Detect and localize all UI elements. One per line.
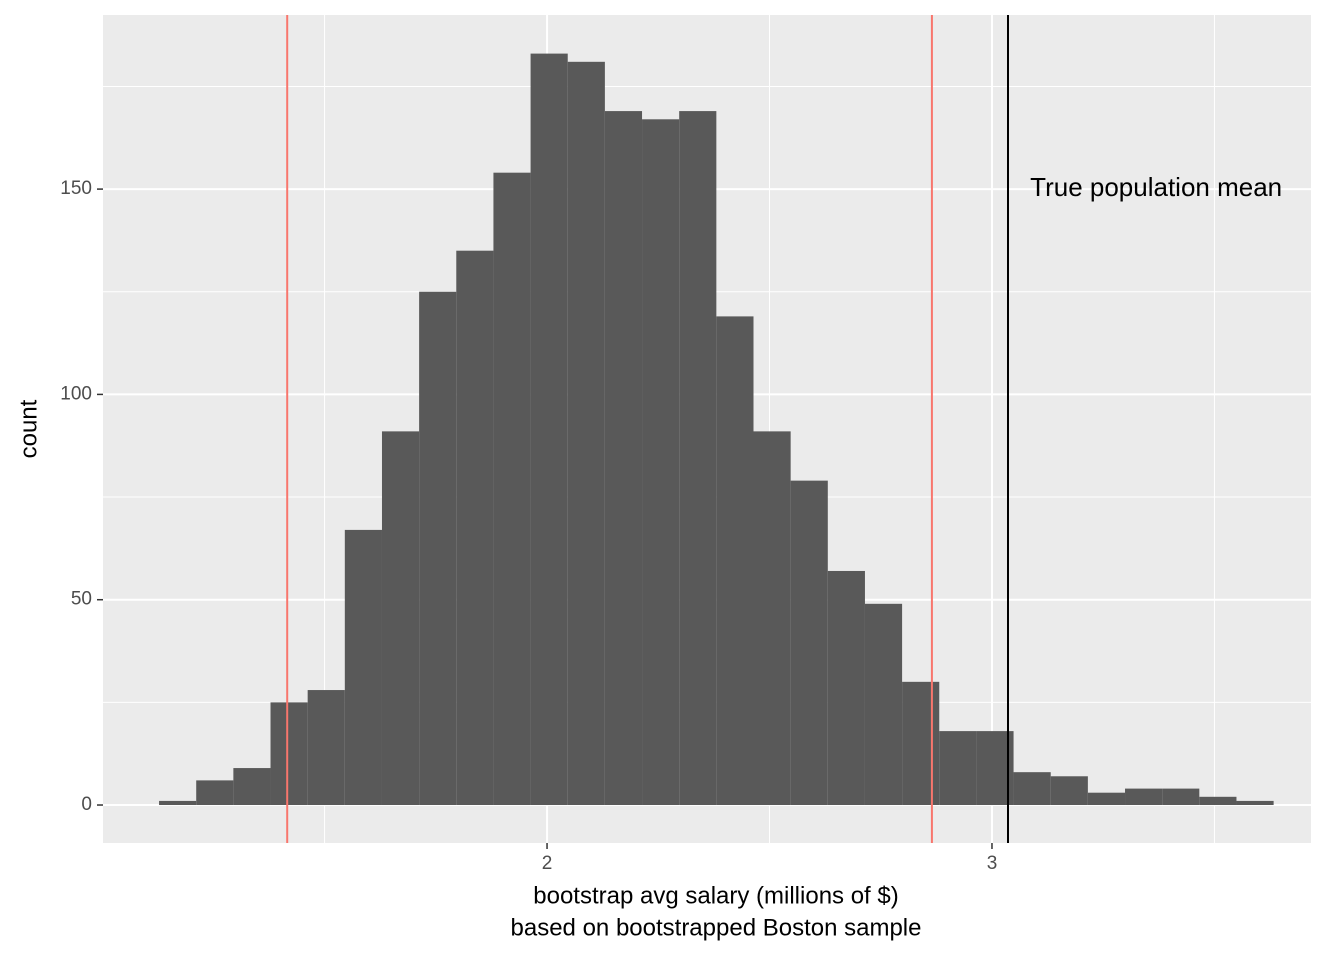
bar bbox=[716, 316, 754, 806]
bar bbox=[233, 768, 271, 806]
bar bbox=[939, 731, 977, 806]
bar bbox=[344, 529, 382, 806]
bar bbox=[1236, 800, 1274, 806]
bar bbox=[567, 61, 605, 806]
bar bbox=[902, 681, 940, 806]
bar bbox=[270, 702, 308, 806]
y-tick-label: 150 bbox=[60, 178, 92, 199]
bar bbox=[679, 111, 717, 806]
bar bbox=[827, 570, 865, 806]
bar bbox=[196, 780, 234, 806]
bar bbox=[456, 250, 494, 806]
bar bbox=[530, 53, 568, 806]
bar bbox=[381, 431, 420, 806]
y-tick-label: 50 bbox=[71, 589, 92, 610]
x-axis-label: bootstrap avg salary (millions of $) bbox=[533, 882, 898, 909]
x-axis-label: based on bootstrapped Boston sample bbox=[511, 914, 922, 941]
bar bbox=[1050, 776, 1088, 806]
bar bbox=[1162, 788, 1200, 806]
bar bbox=[159, 800, 197, 806]
x-tick-label: 2 bbox=[542, 853, 553, 874]
y-tick-label: 100 bbox=[60, 383, 92, 404]
bar bbox=[1199, 796, 1237, 806]
bar bbox=[493, 172, 531, 806]
bar bbox=[307, 690, 345, 806]
annotation: True population mean bbox=[1030, 172, 1282, 202]
y-tick-label: 0 bbox=[81, 794, 92, 815]
bar bbox=[753, 431, 791, 806]
bar bbox=[1013, 772, 1051, 806]
bar bbox=[419, 291, 457, 806]
bar bbox=[604, 111, 643, 806]
bar bbox=[864, 603, 903, 806]
x-tick-label: 3 bbox=[987, 853, 998, 874]
bar bbox=[790, 480, 828, 806]
bar bbox=[1125, 788, 1163, 806]
y-axis-label: count bbox=[15, 399, 42, 458]
bar bbox=[642, 119, 680, 806]
bar bbox=[1087, 792, 1126, 806]
